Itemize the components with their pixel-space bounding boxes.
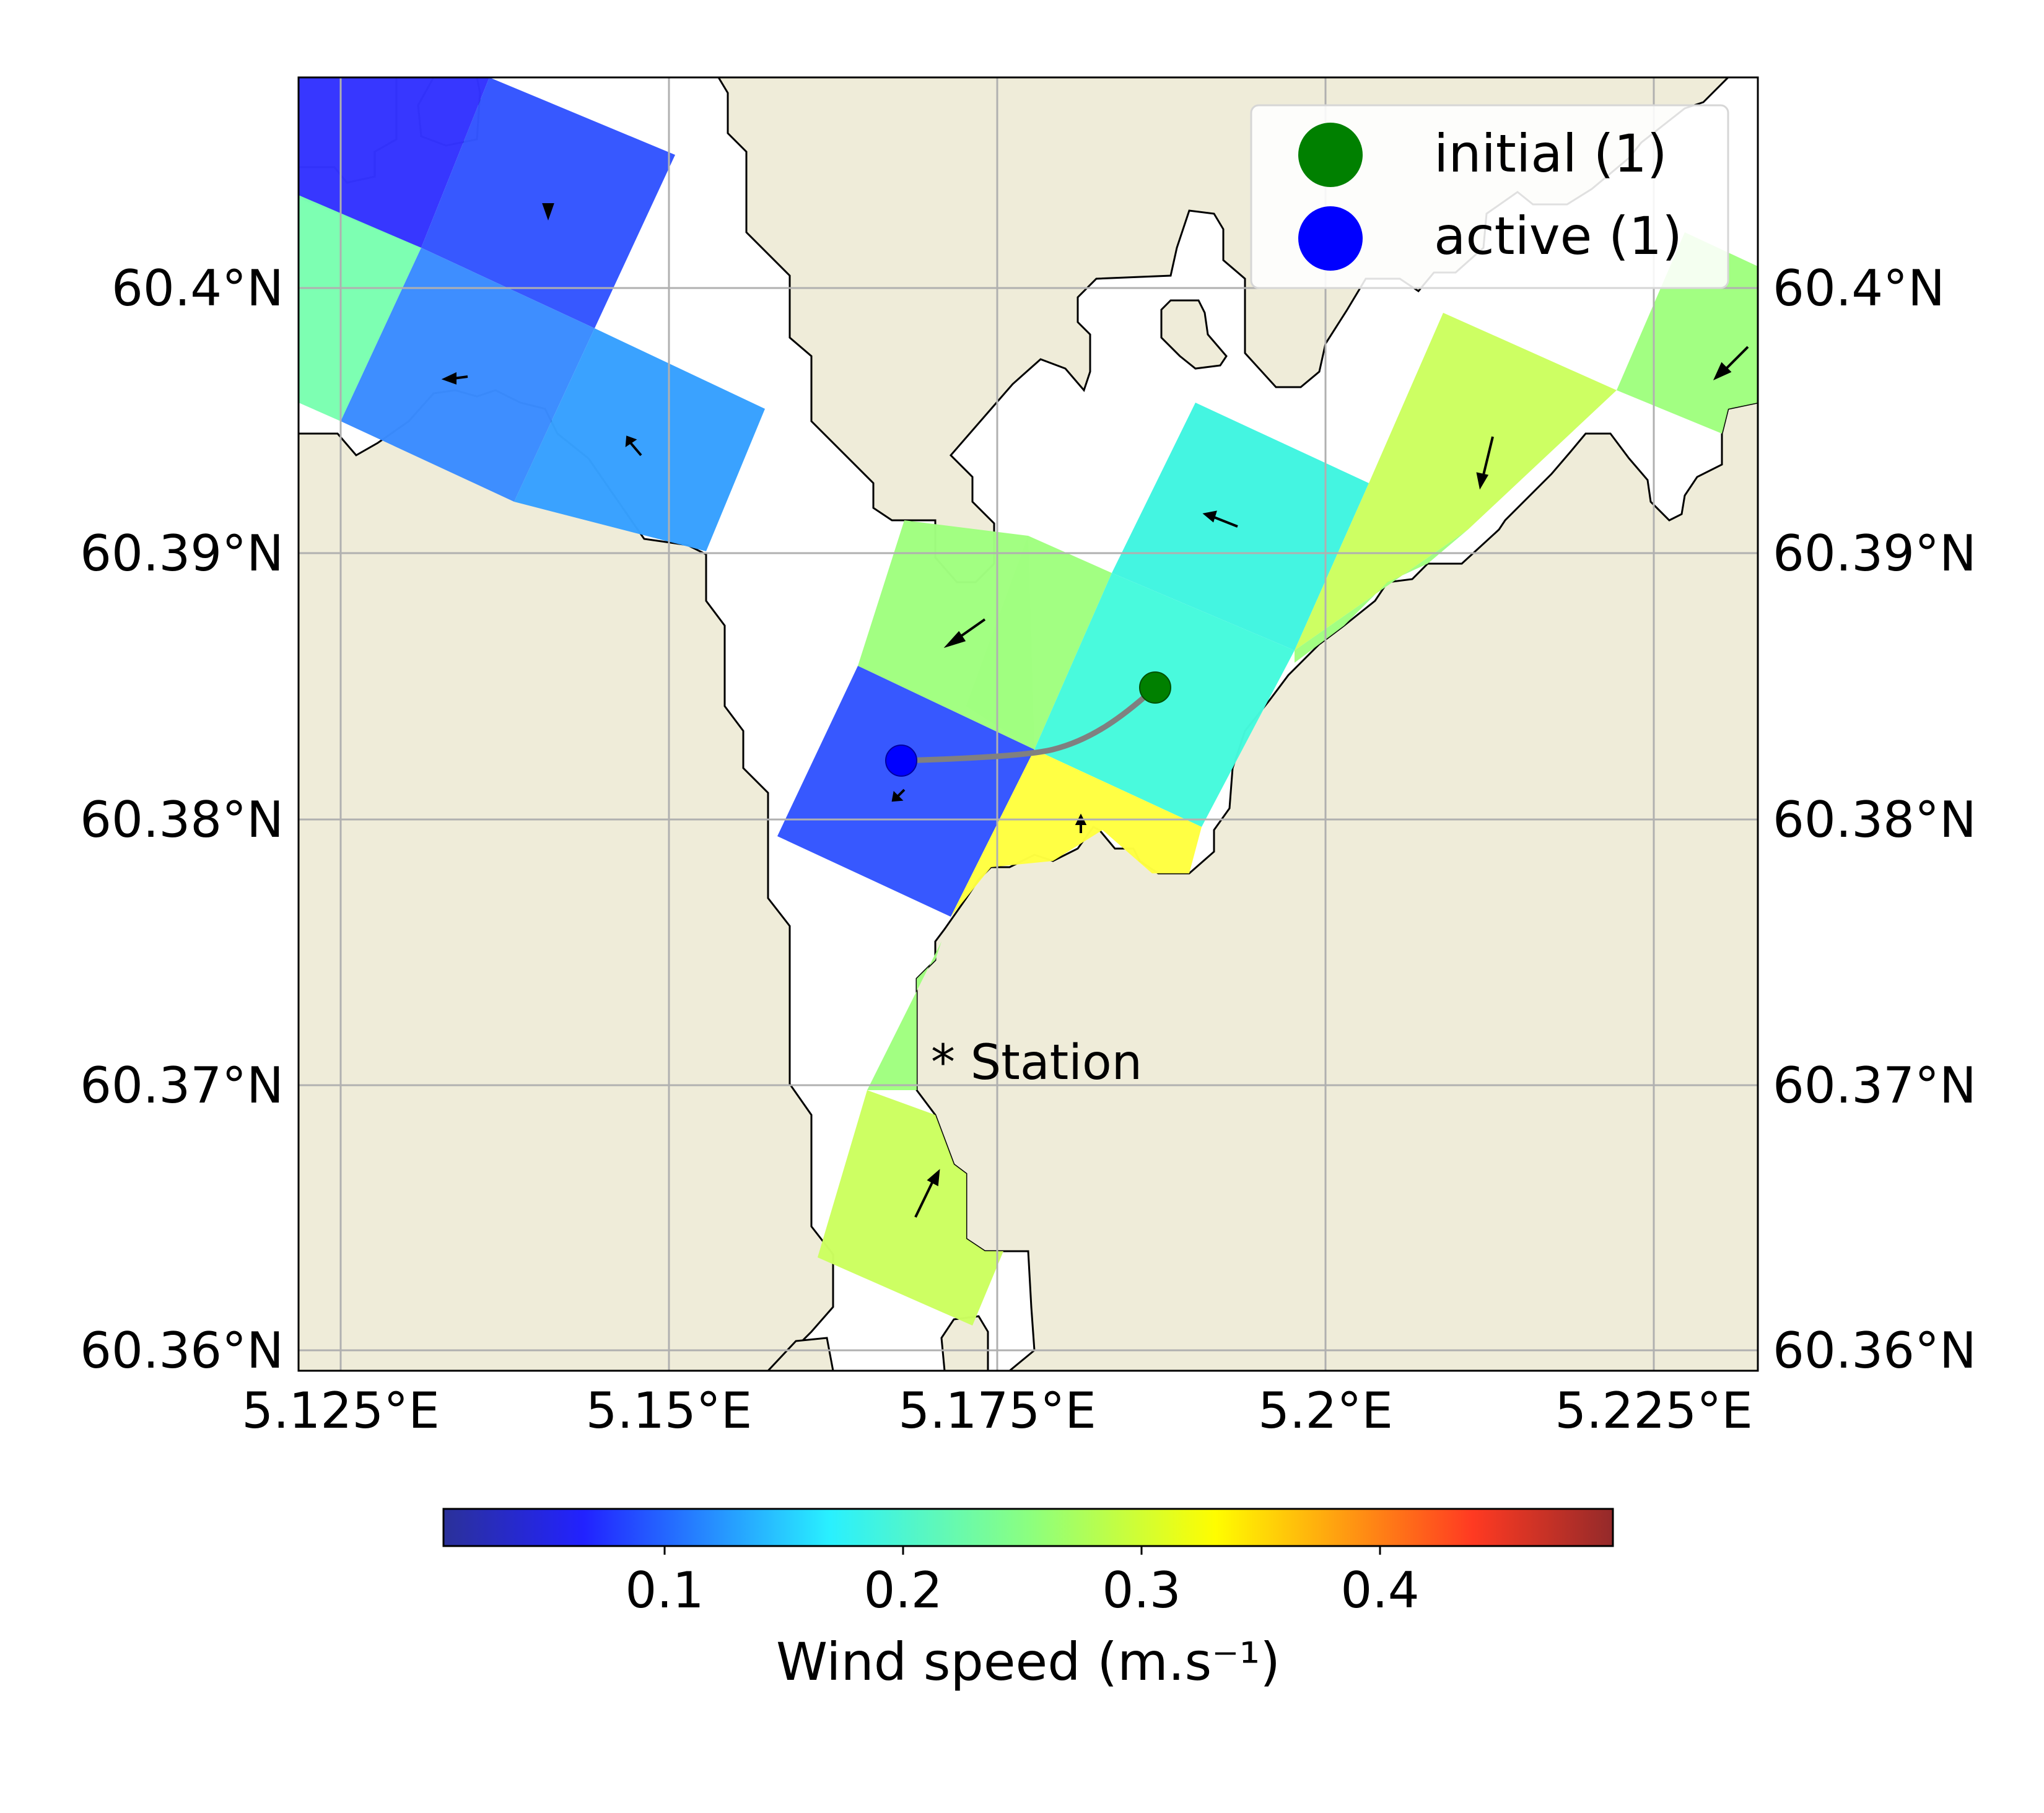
lat-tick-label: 60.38°N — [80, 791, 284, 849]
colorbar-tick-label: 0.3 — [1102, 1562, 1181, 1619]
wind-arrow — [1476, 436, 1494, 490]
wind-cell — [421, 77, 675, 328]
wind-cell — [951, 749, 1202, 917]
lon-tick-label: 5.125°E — [242, 1382, 440, 1439]
lon-tick-label: 5.175°E — [898, 1382, 1096, 1439]
lat-tick-label: 60.39°N — [80, 525, 284, 582]
latitude-axis-right: 60.4°N 60.39°N 60.38°N 60.37°N 60.36°N — [1773, 260, 1976, 1379]
wind-cell — [299, 195, 421, 421]
lat-tick-label: 60.36°N — [80, 1322, 284, 1379]
wind-cell — [299, 77, 489, 248]
particle-initial-marker — [1139, 671, 1171, 704]
land-small-island — [1160, 299, 1228, 370]
station-label: * Station — [931, 1035, 1142, 1091]
wind-cell — [341, 248, 595, 502]
lon-tick-label: 5.225°E — [1555, 1382, 1753, 1439]
legend-active-label: active (1) — [1434, 206, 1682, 266]
map-frame — [297, 76, 1759, 1372]
legend-box — [1250, 104, 1729, 289]
wind-cell — [966, 536, 1112, 749]
wind-arrow — [1202, 510, 1238, 528]
wind-cell — [1295, 313, 1617, 650]
wind-cell — [1112, 403, 1369, 650]
wind-cell — [867, 941, 941, 1090]
map-panel: * Station — [299, 77, 1758, 1371]
wind-arrow — [943, 618, 986, 649]
longitude-axis: 5.125°E 5.15°E 5.175°E 5.2°E 5.225°E — [242, 1382, 1753, 1439]
legend: initial (1) active (1) — [1250, 104, 1729, 289]
wind-vectors — [441, 203, 1749, 1218]
wind-arrow — [914, 1169, 940, 1218]
legend-active-marker — [1298, 206, 1363, 271]
legend-initial-marker — [1298, 123, 1363, 187]
land-south-islet — [940, 1315, 989, 1371]
colorbar-tick-label: 0.2 — [863, 1562, 942, 1619]
lat-tick-label: 60.4°N — [1773, 260, 1945, 317]
colorbar-gradient — [442, 1508, 1614, 1547]
lat-tick-label: 60.37°N — [80, 1057, 284, 1114]
wind-cell — [1295, 530, 1468, 663]
land-southeast — [915, 401, 1758, 1371]
colorbar: 0.1 0.2 0.3 0.4 Wind speed (m.s⁻¹) — [442, 1508, 1614, 1692]
lat-tick-label: 60.38°N — [1773, 791, 1976, 849]
particle-active-marker — [885, 745, 917, 777]
wind-arrow — [1713, 346, 1749, 381]
lon-tick-label: 5.15°E — [586, 1382, 753, 1439]
legend-initial-label: initial (1) — [1434, 123, 1667, 184]
wind-arrow — [441, 372, 468, 385]
particle-trajectory — [901, 685, 1158, 764]
wind-cell — [777, 666, 1034, 917]
colorbar-tick-label: 0.4 — [1340, 1562, 1419, 1619]
wind-arrow — [625, 435, 642, 457]
lat-tick-label: 60.4°N — [111, 260, 284, 317]
wind-arrow — [542, 203, 554, 221]
latitude-axis-left: 60.4°N 60.39°N 60.38°N 60.37°N 60.36°N — [80, 260, 284, 1379]
wind-cell — [514, 328, 765, 551]
lon-tick-label: 5.2°E — [1258, 1382, 1393, 1439]
graticule — [299, 77, 1758, 1371]
lat-tick-label: 60.37°N — [1773, 1057, 1976, 1114]
colorbar-tick-label: 0.1 — [625, 1562, 704, 1619]
lat-tick-label: 60.39°N — [1773, 525, 1976, 582]
lat-tick-label: 60.36°N — [1773, 1322, 1976, 1379]
colorbar-label: Wind speed (m.s⁻¹) — [776, 1632, 1280, 1692]
wind-arrow — [891, 789, 906, 802]
wind-cell — [818, 1090, 1003, 1326]
